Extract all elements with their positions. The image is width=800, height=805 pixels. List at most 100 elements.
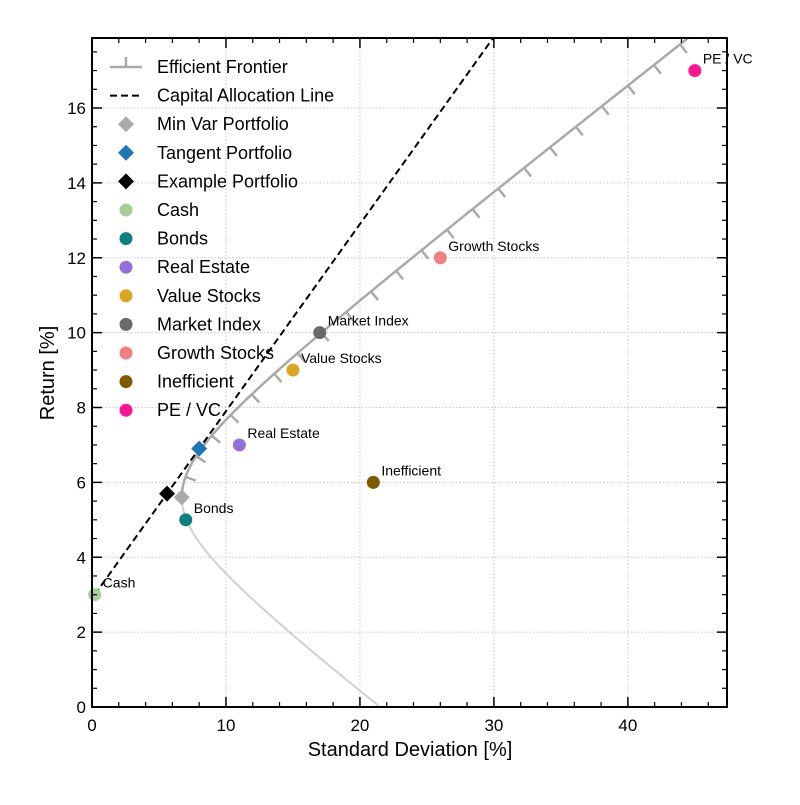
- legend-label: Min Var Portfolio: [157, 114, 289, 134]
- frontier-tick: [395, 270, 405, 281]
- frontier-tick: [471, 208, 481, 219]
- legend-item-bonds: Bonds: [119, 229, 208, 249]
- frontier-tick: [296, 352, 306, 363]
- frontier-tick: [497, 187, 507, 198]
- label-value-stocks: Value Stocks: [301, 350, 382, 366]
- legend-label: Real Estate: [157, 257, 250, 277]
- point-example-portfolio: [159, 485, 176, 502]
- legend-item-market-index: Market Index: [119, 314, 261, 334]
- legend-label: Tangent Portfolio: [157, 143, 292, 163]
- legend-circle-icon: [119, 375, 133, 389]
- label-inefficient: Inefficient: [381, 462, 441, 478]
- frontier-lower-branch: [180, 497, 381, 707]
- y-tick-label: 12: [67, 249, 86, 268]
- x-tick-label: 40: [618, 716, 637, 735]
- legend: Efficient Frontier Capital Allocation Lin…: [110, 57, 334, 420]
- axes: [91, 37, 728, 708]
- legend-item-growth-stocks: Growth Stocks: [119, 343, 274, 363]
- x-tick-label: 30: [484, 716, 503, 735]
- legend-label: PE / VC: [157, 400, 221, 420]
- frontier-tick: [523, 167, 532, 178]
- legend-circle-icon: [119, 403, 133, 417]
- frontier-tick: [185, 475, 197, 482]
- x-axis-label: Standard Deviation [%]: [308, 739, 513, 761]
- legend-label: Value Stocks: [157, 286, 261, 306]
- y-axis-label: Return [%]: [37, 326, 59, 420]
- point-growth-stocks: [433, 251, 447, 265]
- y-tick-label: 6: [77, 473, 86, 492]
- legend-item-inefficient: Inefficient: [119, 372, 234, 392]
- y-tick-label: 16: [67, 99, 86, 118]
- frontier-tick: [229, 414, 240, 424]
- point-value-stocks: [286, 363, 300, 377]
- legend-item-tangent-portfolio: Tangent Portfolio: [118, 143, 292, 163]
- legend-item-cash: Cash: [119, 200, 199, 220]
- point-labels: Cash Bonds Real Estate Value Stocks Market I…: [103, 51, 753, 591]
- label-real-estate: Real Estate: [247, 425, 320, 441]
- frontier-tick: [420, 249, 430, 260]
- legend-label: Cash: [157, 200, 199, 220]
- label-market-index: Market Index: [328, 313, 409, 329]
- legend-item-real-estate: Real Estate: [119, 257, 250, 277]
- point-min-var-portfolio: [173, 489, 190, 506]
- legend-label: Market Index: [157, 314, 261, 334]
- frontier-tick: [549, 146, 558, 157]
- frontier-tick: [345, 311, 355, 322]
- y-tick-label: 2: [77, 623, 86, 642]
- legend-label: Growth Stocks: [157, 343, 274, 363]
- legend-circle-icon: [119, 289, 133, 303]
- label-growth-stocks: Growth Stocks: [448, 238, 539, 254]
- y-tick-label: 4: [77, 548, 86, 567]
- point-pe-vc: [688, 64, 702, 78]
- frontier-tick: [600, 105, 610, 116]
- legend-circle-icon: [119, 346, 133, 360]
- legend-circle-icon: [119, 203, 133, 217]
- point-inefficient: [366, 475, 380, 489]
- frontier-tick: [195, 455, 207, 464]
- legend-item-capital-allocation-line: Capital Allocation Line: [110, 86, 334, 106]
- point-bonds: [179, 513, 193, 527]
- frontier-tick: [653, 64, 662, 75]
- capital-allocation-line: [93, 38, 494, 596]
- legend-label: Example Portfolio: [157, 171, 298, 191]
- legend-label: Efficient Frontier: [157, 57, 288, 77]
- y-tick-label: 14: [67, 174, 86, 193]
- cal-line: [93, 38, 494, 596]
- legend-item-efficient-frontier: Efficient Frontier: [110, 57, 288, 77]
- y-tick-label: 10: [67, 324, 86, 343]
- efficient-frontier: [180, 38, 689, 707]
- legend-diamond-icon: [118, 144, 134, 161]
- frontier-tick: [250, 393, 261, 404]
- legend-circle-icon: [119, 260, 133, 274]
- frontier-tick: [445, 228, 455, 240]
- frontier-tick: [626, 84, 636, 95]
- frontier-upper-branch: [180, 38, 689, 498]
- frontier-tick: [679, 43, 688, 54]
- label-cash: Cash: [103, 575, 136, 591]
- legend-item-pe-vc: PE / VC: [119, 400, 221, 420]
- legend-item-value-stocks: Value Stocks: [119, 286, 261, 306]
- y-tick-label: 0: [77, 698, 86, 717]
- legend-label: Capital Allocation Line: [157, 86, 334, 106]
- x-tick-label: 10: [217, 716, 236, 735]
- legend-label: Bonds: [157, 229, 208, 249]
- frontier-tick: [370, 290, 379, 301]
- y-tick-label: 8: [77, 399, 86, 418]
- frontier-tick: [574, 125, 584, 137]
- plot-frame: [91, 37, 728, 708]
- legend-label: Inefficient: [157, 372, 234, 392]
- ticks: 0 10 20 30 40 0 2 4 6 8 10 12 14 16: [67, 38, 727, 735]
- point-tangent-portfolio: [191, 440, 208, 457]
- legend-circle-icon: [119, 317, 133, 331]
- legend-circle-icon: [119, 232, 133, 246]
- point-market-index: [313, 326, 327, 340]
- legend-diamond-icon: [118, 173, 134, 190]
- point-real-estate: [232, 438, 246, 452]
- legend-diamond-icon: [118, 116, 134, 133]
- legend-item-example-portfolio: Example Portfolio: [118, 171, 298, 191]
- legend-item-min-var-portfolio: Min Var Portfolio: [118, 114, 289, 134]
- label-bonds: Bonds: [194, 500, 234, 516]
- x-tick-label: 0: [87, 716, 96, 735]
- grid: [92, 38, 727, 707]
